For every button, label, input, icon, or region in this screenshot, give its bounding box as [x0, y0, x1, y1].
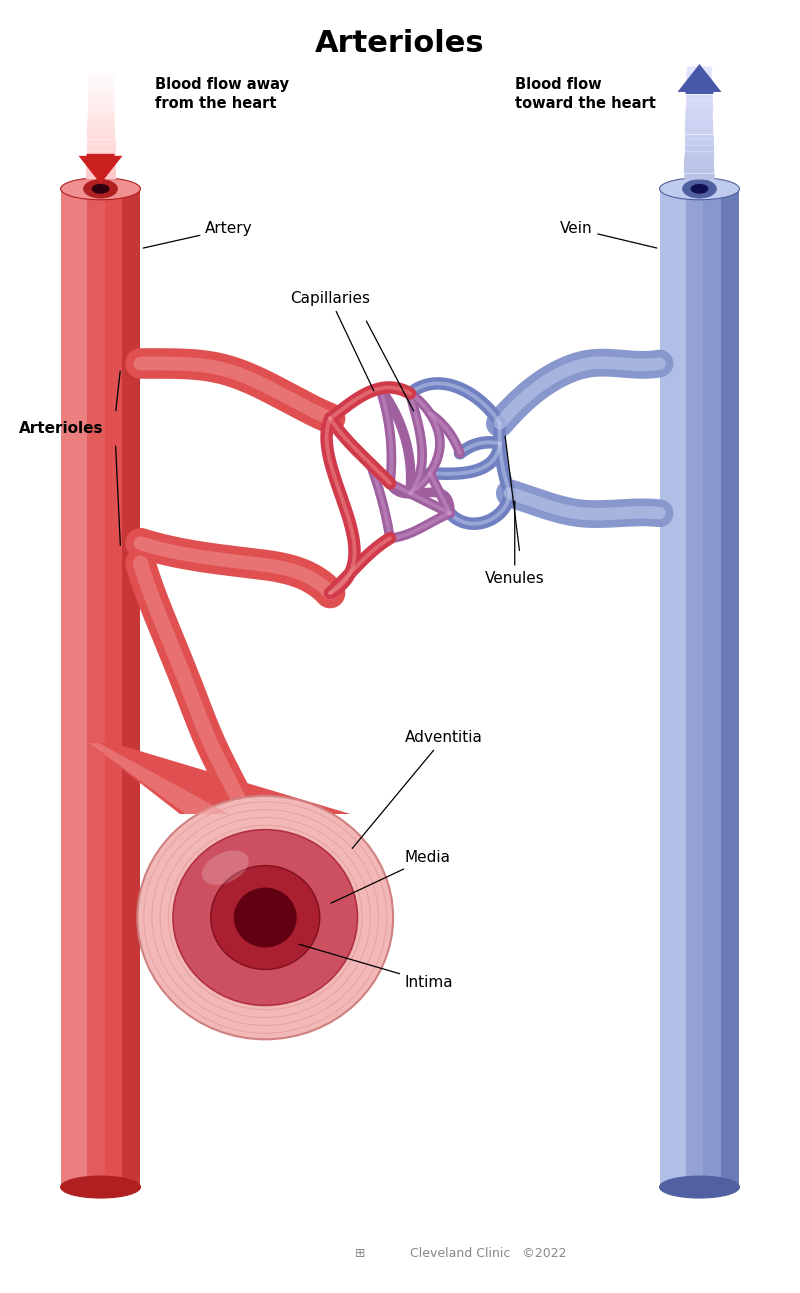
Ellipse shape [659, 1177, 739, 1199]
Polygon shape [61, 189, 86, 1187]
Text: Adventitia: Adventitia [352, 731, 483, 848]
Polygon shape [659, 189, 739, 1187]
Polygon shape [86, 189, 105, 1187]
Polygon shape [89, 743, 229, 815]
Text: Cleveland Clinic   ©2022: Cleveland Clinic ©2022 [410, 1248, 566, 1261]
Ellipse shape [202, 851, 249, 884]
Ellipse shape [690, 184, 709, 194]
Text: Venules: Venules [485, 500, 545, 586]
Ellipse shape [61, 1177, 141, 1199]
Text: Blood flow
toward the heart: Blood flow toward the heart [515, 76, 656, 111]
Polygon shape [61, 189, 141, 1187]
Polygon shape [89, 743, 350, 815]
Text: Arterioles: Arterioles [315, 28, 485, 58]
Text: Arterioles: Arterioles [18, 422, 103, 436]
Text: Intima: Intima [299, 944, 454, 990]
Text: Vein: Vein [560, 221, 657, 248]
Text: Capillaries: Capillaries [290, 291, 374, 390]
FancyArrow shape [678, 65, 722, 94]
Text: ⊞: ⊞ [355, 1248, 366, 1261]
Ellipse shape [91, 184, 110, 194]
Polygon shape [722, 189, 739, 1187]
Ellipse shape [659, 178, 739, 200]
Ellipse shape [173, 830, 358, 1006]
FancyArrow shape [78, 154, 122, 184]
Ellipse shape [234, 887, 297, 948]
Polygon shape [122, 189, 141, 1187]
Ellipse shape [83, 180, 118, 198]
Text: Media: Media [331, 850, 451, 904]
Polygon shape [659, 189, 686, 1187]
Ellipse shape [682, 180, 717, 198]
Ellipse shape [210, 865, 320, 970]
Text: Artery: Artery [143, 221, 253, 248]
Polygon shape [686, 189, 703, 1187]
Text: Blood flow away
from the heart: Blood flow away from the heart [155, 76, 290, 111]
Ellipse shape [138, 795, 393, 1040]
Ellipse shape [61, 178, 141, 200]
